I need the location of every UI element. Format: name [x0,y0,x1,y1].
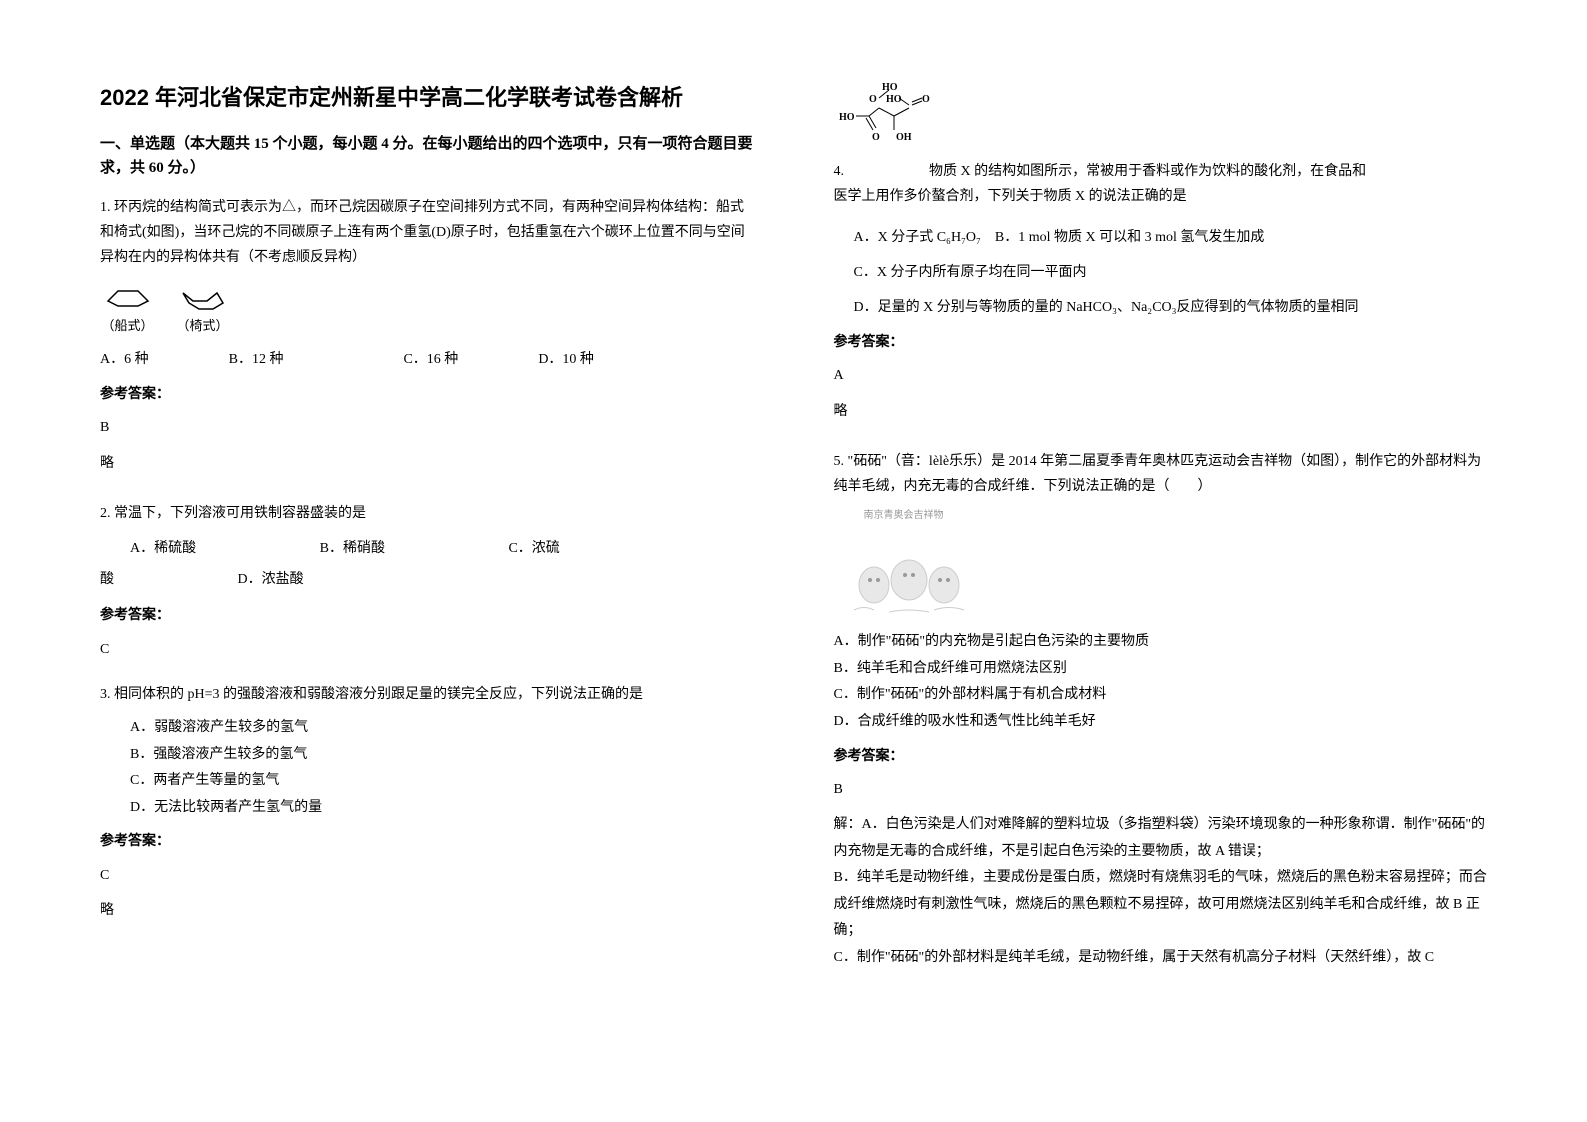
q2-opt-a: A．稀硫酸 [130,541,196,556]
q1-opt-b: B．12 种 [229,347,284,372]
boat-icon [100,281,155,311]
svg-text:O: O [872,132,880,143]
q1-shapes: （船式） （椅式） [100,281,754,337]
q5-mascot-image: 南京青奥会吉祥物 [834,507,1488,629]
q2-text: 2. 常温下，下列溶液可用铁制容器盛装的是 [100,501,754,526]
q1-opt-d: D．10 种 [538,347,594,372]
svg-text:O: O [869,94,877,105]
q3-opt-a: A．弱酸溶液产生较多的氢气 [130,715,754,742]
svg-text:HO: HO [882,82,898,93]
section-header: 一、单选题（本大题共 15 个小题，每小题 4 分。在每小题给出的四个选项中，只… [100,132,754,180]
boat-shape: （船式） [100,281,155,337]
q5-opt-a: A．制作"砳砳"的内充物是引起白色污染的主要物质 [834,629,1488,656]
q4-opt-a: A．X 分子式 C₆H₇O₇ B．1 mol 物质 X 可以和 3 mol 氢气… [854,225,1488,250]
question-3: 3. 相同体积的 pH=3 的强酸溶液和弱酸溶液分别跟足量的镁完全反应，下列说法… [100,682,754,938]
svg-text:O: O [922,94,930,105]
q4-opt-d: D．足量的 X 分别与等物质的量的 NaHCO₃、Na₂CO₃反应得到的气体物质… [854,295,1488,320]
q1-answer: B [100,415,754,440]
right-column: HO O HO O HO O OH 4. 物质 X 的结构如图所示，常被用于香料… [834,80,1488,1082]
q5-answer-label: 参考答案： [834,744,1488,769]
page-title: 2022 年河北省保定市定州新星中学高二化学联考试卷含解析 [100,80,754,112]
q3-options: A．弱酸溶液产生较多的氢气 B．强酸溶液产生较多的氢气 C．两者产生等量的氢气 … [130,715,754,821]
question-2: 2. 常温下，下列溶液可用铁制容器盛装的是 A．稀硫酸 B．稀硝酸 C．浓硫 酸… [100,501,754,672]
boat-label: （船式） [101,314,153,337]
q3-answer-label: 参考答案： [100,829,754,854]
question-4: HO O HO O HO O OH 4. 物质 X 的结构如图所示，常被用于香料… [834,80,1488,439]
question-5: 5. "砳砳"（音：lèlè乐乐）是 2014 年第二届夏季青年奥林匹克运动会吉… [834,449,1488,972]
left-column: 2022 年河北省保定市定州新星中学高二化学联考试卷含解析 一、单选题（本大题共… [100,80,754,1082]
q4-opt-c: C．X 分子内所有原子均在同一平面内 [854,260,1488,285]
q3-opt-d: D．无法比较两者产生氢气的量 [130,795,754,822]
q1-answer-label: 参考答案： [100,382,754,407]
q5-explanation: 解：A．白色污染是人们对难降解的塑料垃圾（多指塑料袋）污染环境现象的一种形象称谓… [834,812,1488,972]
chair-label: （椅式） [176,314,228,337]
question-1: 1. 环丙烷的结构简式可表示为△，而环己烷因碳原子在空间排列方式不同，有两种空间… [100,195,754,491]
q1-note: 略 [100,451,754,476]
q2-opt-b: B．稀硝酸 [320,541,385,556]
q3-note: 略 [100,898,754,923]
q4-note: 略 [834,399,1488,424]
q4-text2: 医学上用作多价螯合剂，下列关于物质 X 的说法正确的是 [834,184,1488,209]
chair-icon [175,281,230,311]
q1-opt-a: A．6 种 [100,347,149,372]
chair-shape: （椅式） [175,281,230,337]
q2-answer-label: 参考答案： [100,603,754,628]
q3-opt-b: B．强酸溶液产生较多的氢气 [130,742,754,769]
q1-opt-c: C．16 种 [403,347,458,372]
q1-text: 1. 环丙烷的结构简式可表示为△，而环己烷因碳原子在空间排列方式不同，有两种空间… [100,195,754,271]
q2-options-row1: A．稀硫酸 B．稀硝酸 C．浓硫 [130,534,754,565]
svg-text:OH: OH [896,132,912,143]
q3-text: 3. 相同体积的 pH=3 的强酸溶液和弱酸溶液分别跟足量的镁完全反应，下列说法… [100,682,754,707]
q2-answer: C [100,637,754,662]
q2-opt-d: D．浓盐酸 [238,572,304,587]
q5-opt-b: B．纯羊毛和合成纤维可用燃烧法区别 [834,656,1488,683]
q2-options-row2: 酸 D．浓盐酸 [100,565,754,596]
svg-text:HO: HO [839,112,855,123]
q4-answer-label: 参考答案： [834,330,1488,355]
q4-text1: 物质 X 的结构如图所示，常被用于香料或作为饮料的酸化剂，在食品和 [929,159,1366,184]
mascot-icon [834,530,984,620]
svg-text:HO: HO [886,94,902,105]
q4-first-line: 4. 物质 X 的结构如图所示，常被用于香料或作为饮料的酸化剂，在食品和 [834,159,1488,184]
q5-text: 5. "砳砳"（音：lèlè乐乐）是 2014 年第二届夏季青年奥林匹克运动会吉… [834,449,1488,499]
q5-opt-c: C．制作"砳砳"的外部材料属于有机合成材料 [834,682,1488,709]
q5-opt-d: D．合成纤维的吸水性和透气性比纯羊毛好 [834,709,1488,736]
q1-options: A．6 种 B．12 种 C．16 种 D．10 种 [100,347,754,372]
q3-answer: C [100,863,754,888]
q4-num: 4. [834,159,845,184]
q4-answer: A [834,363,1488,388]
q5-options: A．制作"砳砳"的内充物是引起白色污染的主要物质 B．纯羊毛和合成纤维可用燃烧法… [834,629,1488,735]
q5-caption: 南京青奥会吉祥物 [864,507,1488,525]
q5-answer: B [834,777,1488,802]
q3-opt-c: C．两者产生等量的氢气 [130,768,754,795]
q2-opt-c2: 酸 [100,572,114,587]
molecule-icon: HO O HO O HO O OH [834,80,944,145]
q2-opt-c: C．浓硫 [508,541,559,556]
